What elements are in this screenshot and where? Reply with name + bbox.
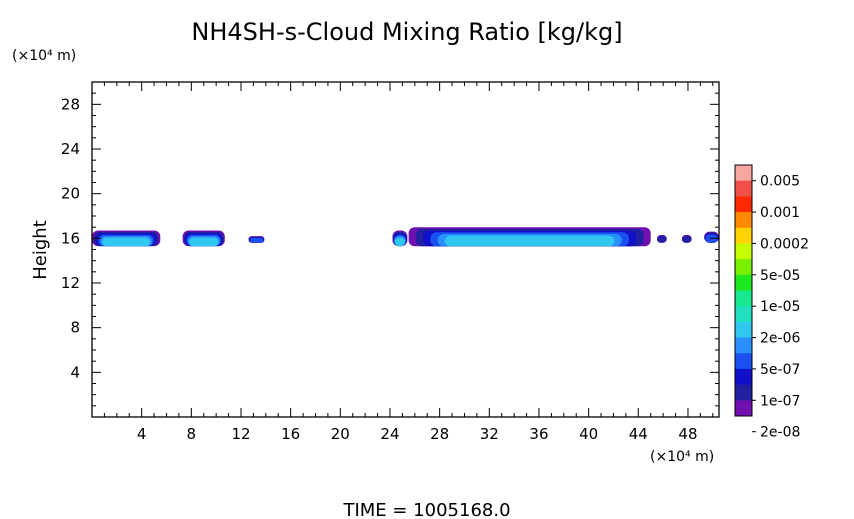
- x-tick-label: 36: [529, 425, 548, 443]
- y-tick-label: 24: [61, 140, 80, 158]
- cloud-cell-6: [681, 235, 692, 243]
- x-tick-label: 12: [231, 425, 250, 443]
- y-axis-label: Height: [30, 220, 51, 280]
- colorbar-swatch: [735, 337, 752, 354]
- cloud-band: [682, 235, 692, 243]
- colorbar-label: 5e-05: [760, 268, 800, 284]
- time-footer: TIME = 1005168.0: [342, 500, 510, 519]
- colorbar-label: 0.001: [760, 205, 800, 221]
- x-tick-label: 8: [187, 425, 197, 443]
- colorbar-label: 2e-08: [760, 425, 800, 441]
- colorbar-swatch: [735, 353, 752, 370]
- colorbar-swatch: [735, 259, 752, 276]
- x-tick-label: 48: [678, 425, 697, 443]
- y-tick-label: 8: [70, 319, 80, 337]
- y-axis-unit: (×10⁴ m): [12, 48, 76, 64]
- colorbar-swatch: [735, 227, 752, 244]
- colorbar-swatch: [735, 384, 752, 401]
- cloud-cell-7: [704, 231, 719, 243]
- cloud-field: [92, 227, 719, 247]
- cloud-cell-1: [182, 230, 225, 247]
- x-tick-label: 24: [380, 425, 399, 443]
- x-tick-label: 40: [579, 425, 598, 443]
- colorbar-label: 2e-06: [760, 331, 800, 347]
- x-tick-label: 32: [480, 425, 499, 443]
- x-tick-label: 44: [629, 425, 648, 443]
- x-tick-label: 4: [137, 425, 147, 443]
- cloud-band: [249, 237, 264, 243]
- cloud-cell-3: [392, 230, 408, 247]
- cloud-band: [444, 235, 615, 247]
- cloud-cell-2: [248, 236, 265, 243]
- chart-title: NH4SH-s-Cloud Mixing Ratio [kg/kg]: [191, 18, 622, 46]
- plot-frame: [91, 81, 720, 418]
- colorbar-swatch: [735, 165, 752, 182]
- colorbar-label: 0.0002: [760, 236, 809, 252]
- colorbar-swatch: [735, 196, 752, 213]
- x-tick-label: 20: [331, 425, 350, 443]
- colorbar: 0.005 0.001 0.0002 5e-05 1e-05 2e-06 5e-07 1e-0…: [734, 164, 809, 441]
- cloud-band: [394, 237, 406, 247]
- colorbar-swatch: [735, 212, 752, 229]
- colorbar-label: 1e-07: [760, 393, 800, 409]
- y-tick-label: 12: [61, 274, 80, 292]
- colorbar-swatch: [735, 321, 752, 338]
- colorbar-swatch: [735, 368, 752, 386]
- cloud-cell-5: [656, 235, 667, 243]
- colorbar-frame: [734, 164, 753, 417]
- cloud-cell-4: [408, 227, 651, 247]
- colorbar-swatch: [735, 180, 752, 197]
- x-axis-unit: (×10⁴ m): [650, 449, 714, 465]
- colorbar-label: 0.005: [760, 174, 800, 190]
- colorbar-swatch: [735, 243, 752, 260]
- y-tick-label: 20: [61, 185, 80, 203]
- x-tick-label: 28: [430, 425, 449, 443]
- y-tick-label: 16: [61, 229, 80, 247]
- x-tick-label: 16: [281, 425, 300, 443]
- colorbar-label: 1e-05: [760, 299, 800, 315]
- cloud-band: [102, 237, 150, 247]
- y-tick-label: 4: [70, 363, 80, 381]
- cloud-band: [189, 237, 219, 247]
- colorbar-swatch: [735, 306, 752, 323]
- y-tick-label: 28: [61, 95, 80, 113]
- colorbar-label: 5e-07: [760, 362, 800, 378]
- colorbar-swatch: [735, 274, 752, 291]
- cloud-band: [657, 235, 667, 243]
- cloud-cell-0: [92, 230, 161, 247]
- colorbar-swatch: [735, 400, 752, 417]
- colorbar-swatch: [735, 290, 752, 307]
